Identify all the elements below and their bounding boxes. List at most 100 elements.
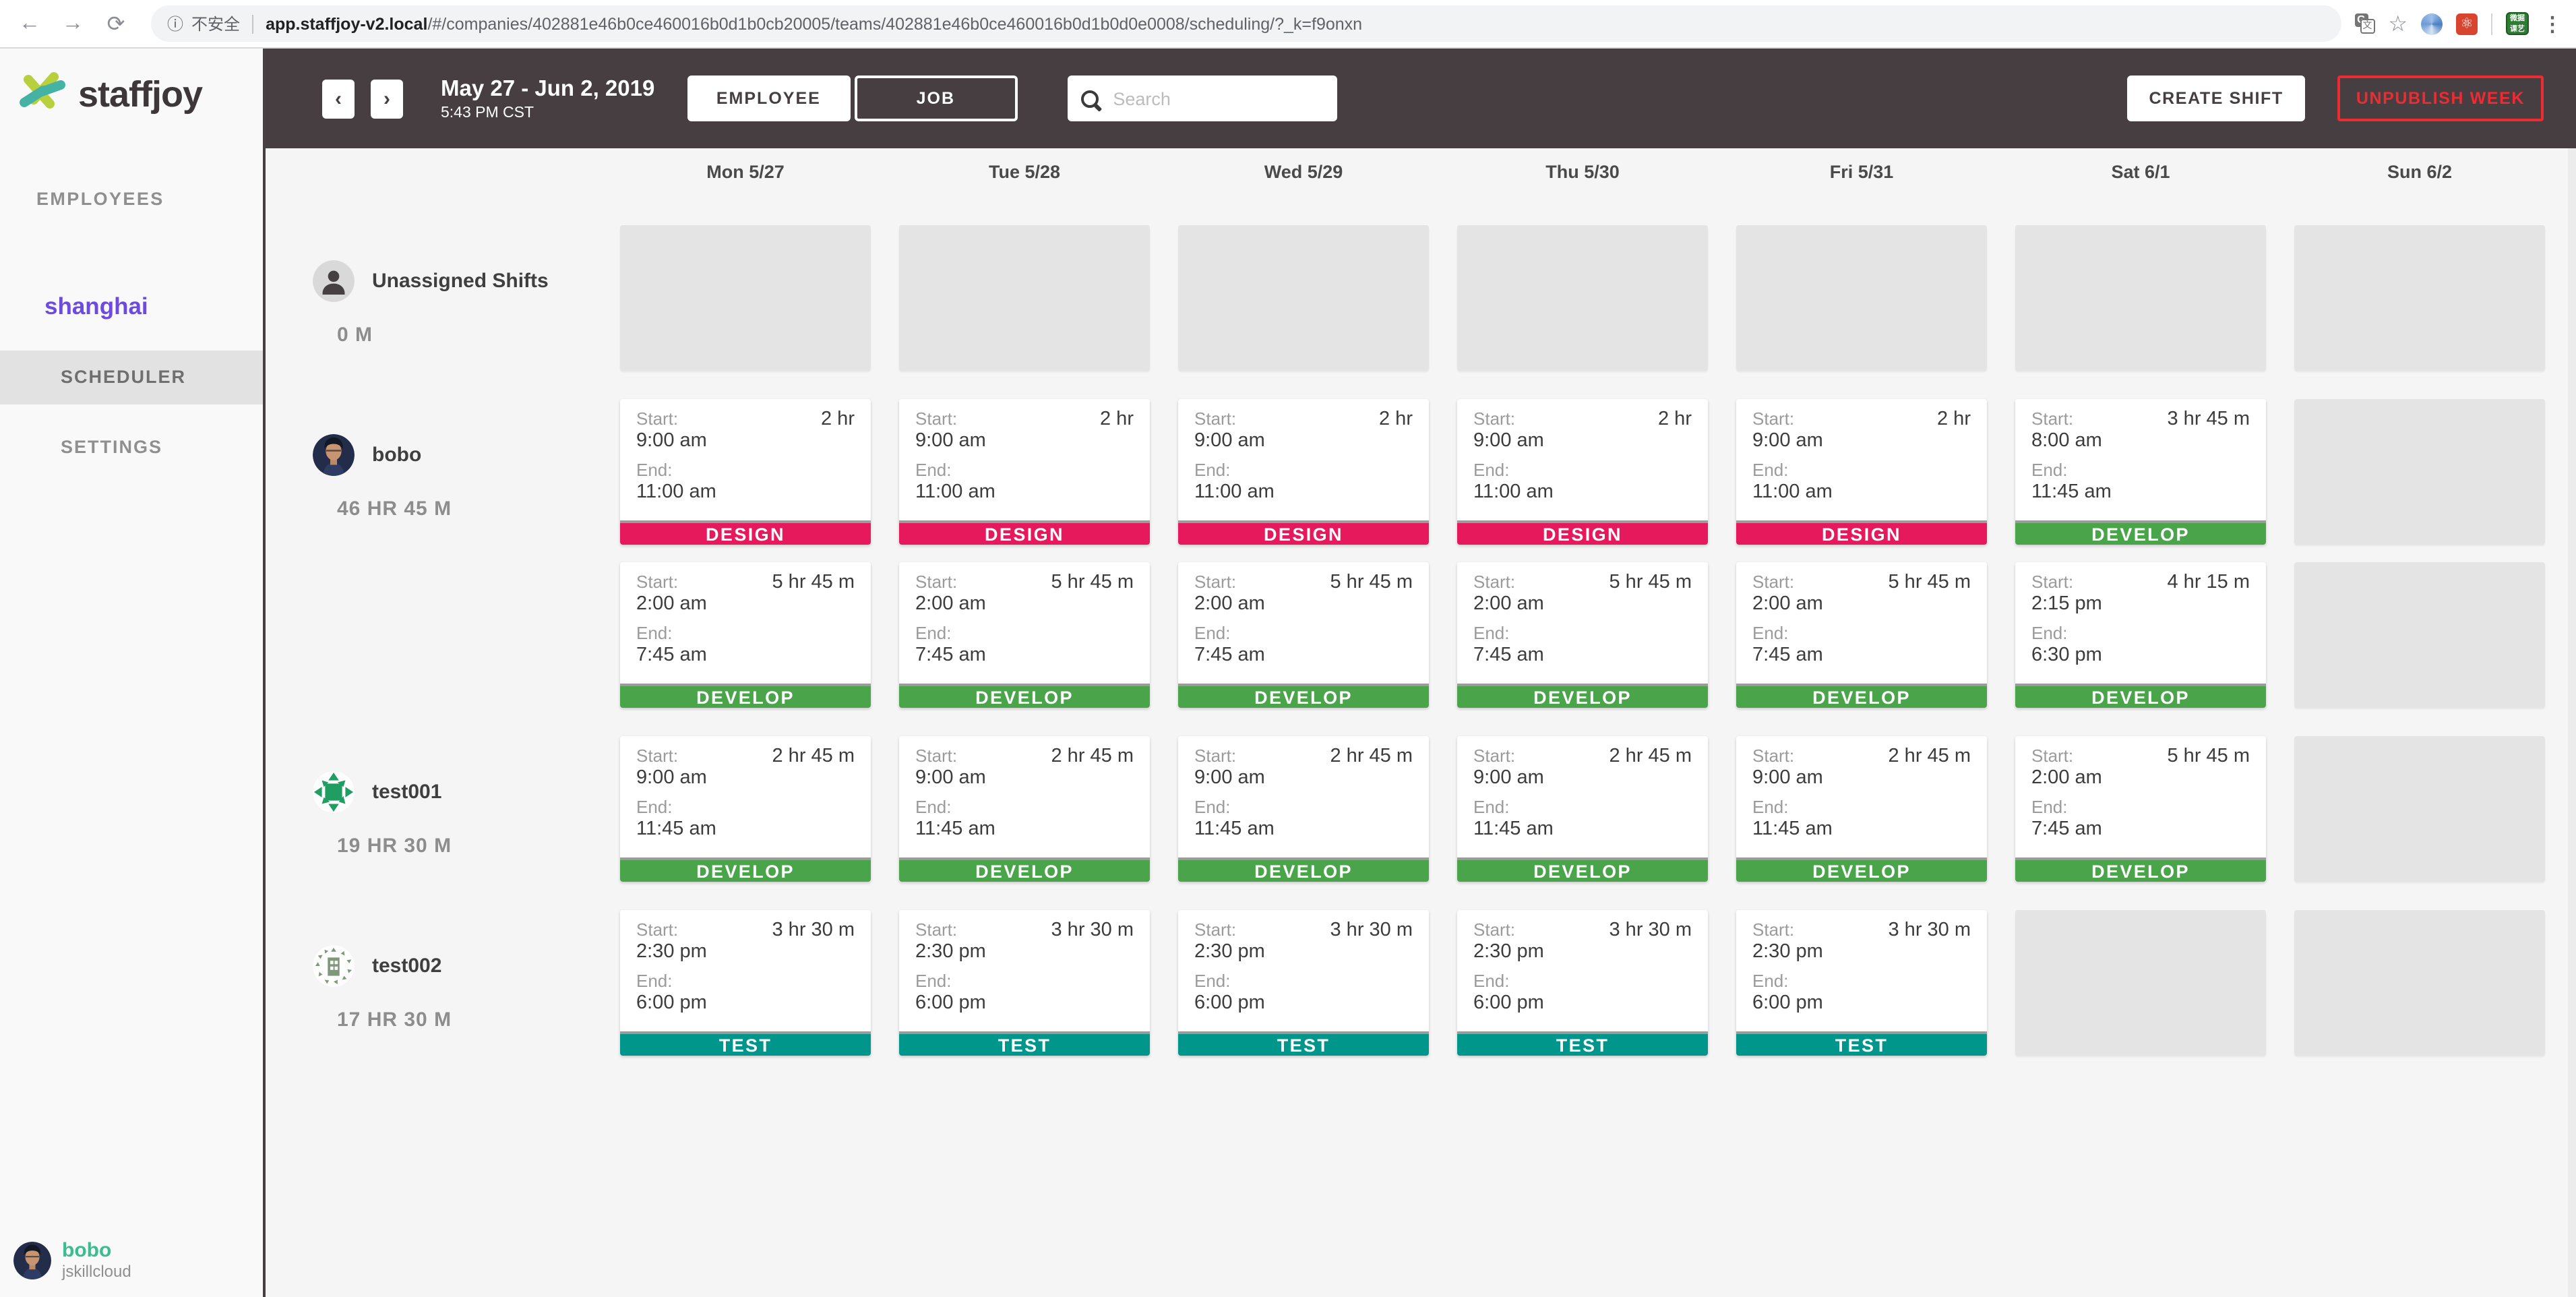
employee-name[interactable]: test002 bbox=[372, 955, 442, 977]
shift-job-badge[interactable]: DESIGN bbox=[1736, 520, 1987, 545]
day-cell bbox=[2015, 910, 2266, 1056]
shift-card[interactable]: Start: 9:00 am End: 11:45 am 2 hr 45 m DEVELO… bbox=[1178, 736, 1429, 882]
shift-duration: 2 hr bbox=[1937, 409, 1971, 430]
empty-shift-slot bbox=[1178, 225, 1429, 371]
shift-job-badge[interactable]: DEVELOP bbox=[899, 857, 1150, 882]
shift-card[interactable]: Start: 9:00 am End: 11:00 am 2 hr DESIGN bbox=[1736, 399, 1987, 545]
view-toggle-job[interactable]: JOB bbox=[854, 76, 1018, 121]
shift-card[interactable]: Start: 2:00 am End: 7:45 am 5 hr 45 m DEVELOP bbox=[1457, 562, 1708, 708]
shift-times: Start: 2:00 am End: 7:45 am 5 hr 45 m bbox=[1457, 562, 1708, 684]
sidebar-user[interactable]: bobo jskillcloud bbox=[13, 1239, 131, 1281]
shift-end-label: End: bbox=[915, 623, 952, 643]
next-week-button[interactable]: › bbox=[371, 79, 403, 118]
shift-card[interactable]: Start: 2:30 pm End: 6:00 pm 3 hr 30 m TEST bbox=[1457, 910, 1708, 1056]
shift-job-badge[interactable]: TEST bbox=[1457, 1031, 1708, 1056]
shift-card[interactable]: Start: 2:30 pm End: 6:00 pm 3 hr 30 m TEST bbox=[1736, 910, 1987, 1056]
shift-job-badge[interactable]: TEST bbox=[620, 1031, 871, 1056]
shift-end-label: End: bbox=[1752, 623, 1789, 643]
shift-card[interactable]: Start: 2:00 am End: 7:45 am 5 hr 45 m DEVELOP bbox=[1178, 562, 1429, 708]
shift-job-badge[interactable]: DEVELOP bbox=[1178, 857, 1429, 882]
browser-menu-icon[interactable]: ⋮ bbox=[2542, 13, 2563, 36]
shift-job-badge[interactable]: DEVELOP bbox=[1736, 857, 1987, 882]
shift-card[interactable]: Start: 9:00 am End: 11:00 am 2 hr DESIGN bbox=[620, 399, 871, 545]
browser-reload-icon[interactable]: ⟳ bbox=[106, 13, 125, 36]
shift-card[interactable]: Start: 9:00 am End: 11:45 am 2 hr 45 m DEVELO… bbox=[899, 736, 1150, 882]
shift-job-badge[interactable]: DEVELOP bbox=[1736, 684, 1987, 708]
create-shift-button[interactable]: CREATE SHIFT bbox=[2127, 76, 2305, 121]
shift-card[interactable]: Start: 2:00 am End: 7:45 am 5 hr 45 m DEVELOP bbox=[899, 562, 1150, 708]
sidebar-item-employees[interactable]: EMPLOYEES bbox=[36, 189, 164, 209]
shift-card[interactable]: Start: 2:00 am End: 7:45 am 5 hr 45 m DEVELOP bbox=[2015, 736, 2266, 882]
shift-times: Start: 2:30 pm End: 6:00 pm 3 hr 30 m bbox=[899, 910, 1150, 1031]
shift-job-badge[interactable]: TEST bbox=[1736, 1031, 1987, 1056]
shift-card[interactable]: Start: 9:00 am End: 11:45 am 2 hr 45 m DEVELO… bbox=[620, 736, 871, 882]
sidebar-item-scheduler[interactable]: SCHEDULER bbox=[0, 351, 263, 404]
employee-name[interactable]: bobo bbox=[372, 444, 422, 466]
shift-job-badge[interactable]: DEVELOP bbox=[2015, 520, 2266, 545]
shift-start-label: Start: bbox=[915, 746, 958, 766]
shift-card[interactable]: Start: 2:00 am End: 7:45 am 5 hr 45 m DEVELOP bbox=[1736, 562, 1987, 708]
unpublish-week-button[interactable]: UNPUBLISH WEEK bbox=[2337, 76, 2544, 121]
extension-react-icon[interactable]: ⚛ bbox=[2456, 13, 2478, 34]
shift-card[interactable]: Start: 2:30 pm End: 6:00 pm 3 hr 30 m TEST bbox=[899, 910, 1150, 1056]
extension-green-icon[interactable]: 微掘 课艺 bbox=[2506, 12, 2529, 35]
browser-forward-icon[interactable]: → bbox=[62, 11, 84, 34]
browser-back-icon[interactable]: ← bbox=[19, 11, 40, 34]
shift-job-badge[interactable]: DESIGN bbox=[1178, 520, 1429, 545]
search-input[interactable] bbox=[1110, 87, 1355, 110]
bookmark-star-icon[interactable]: ☆ bbox=[2388, 13, 2408, 36]
shift-end-label: End: bbox=[1194, 797, 1231, 817]
week-date-range: May 27 - Jun 2, 2019 bbox=[441, 76, 655, 100]
extension-blue-icon[interactable] bbox=[2421, 13, 2443, 34]
search-box[interactable] bbox=[1067, 76, 1355, 121]
shift-job-badge[interactable]: DEVELOP bbox=[620, 857, 871, 882]
shift-job-badge[interactable]: DEVELOP bbox=[1178, 684, 1429, 708]
shift-end-label: End: bbox=[1752, 460, 1789, 480]
shift-card[interactable]: Start: 2:30 pm End: 6:00 pm 3 hr 30 m TEST bbox=[620, 910, 871, 1056]
sidebar-team-name[interactable]: shanghai bbox=[44, 293, 148, 320]
shift-card[interactable]: Start: 2:00 am End: 7:45 am 5 hr 45 m DEVELOP bbox=[620, 562, 871, 708]
staffjoy-logo[interactable]: staffjoy bbox=[0, 49, 263, 121]
shift-job-badge[interactable]: DESIGN bbox=[620, 520, 871, 545]
empty-shift-slot bbox=[899, 225, 1150, 371]
shift-start-label: Start: bbox=[1473, 919, 1516, 940]
shift-start-label: Start: bbox=[1752, 919, 1795, 940]
shift-end-label: End: bbox=[1194, 460, 1231, 480]
shift-end-time: 11:00 am bbox=[1752, 481, 1833, 503]
shift-card[interactable]: Start: 8:00 am End: 11:45 am 3 hr 45 m DEVELO… bbox=[2015, 399, 2266, 545]
info-icon[interactable]: ⓘ bbox=[167, 15, 184, 34]
shift-job-badge[interactable]: DEVELOP bbox=[1457, 684, 1708, 708]
view-toggle-employee[interactable]: EMPLOYEE bbox=[687, 76, 851, 121]
shift-card[interactable]: Start: 9:00 am End: 11:45 am 2 hr 45 m DEVELO… bbox=[1457, 736, 1708, 882]
translate-icon[interactable]: G 文 bbox=[2354, 13, 2375, 34]
shift-duration: 2 hr 45 m bbox=[1609, 746, 1692, 767]
shift-job-badge[interactable]: DEVELOP bbox=[620, 684, 871, 708]
shift-job-badge[interactable]: DEVELOP bbox=[1457, 857, 1708, 882]
shift-start-time: 9:00 am bbox=[1473, 430, 1544, 452]
shift-end-time: 6:00 pm bbox=[636, 992, 707, 1014]
shift-times: Start: 2:30 pm End: 6:00 pm 3 hr 30 m bbox=[1178, 910, 1429, 1031]
shift-job-badge[interactable]: DESIGN bbox=[899, 520, 1150, 545]
chevron-left-icon: ‹ bbox=[335, 87, 342, 110]
sidebar-item-settings[interactable]: SETTINGS bbox=[61, 437, 163, 457]
shift-card[interactable]: Start: 2:30 pm End: 6:00 pm 3 hr 30 m TEST bbox=[1178, 910, 1429, 1056]
shift-job-badge[interactable]: DEVELOP bbox=[2015, 857, 2266, 882]
scrollbar[interactable] bbox=[2568, 148, 2576, 1297]
shift-card[interactable]: Start: 9:00 am End: 11:00 am 2 hr DESIGN bbox=[1457, 399, 1708, 545]
shift-job-badge[interactable]: DEVELOP bbox=[899, 684, 1150, 708]
shift-job-badge[interactable]: TEST bbox=[899, 1031, 1150, 1056]
empty-shift-slot bbox=[2015, 225, 2266, 371]
shift-job-badge[interactable]: TEST bbox=[1178, 1031, 1429, 1056]
address-bar[interactable]: ⓘ 不安全 app.staffjoy-v2.local /#/companies… bbox=[151, 5, 2341, 42]
shift-card[interactable]: Start: 2:15 pm End: 6:30 pm 4 hr 15 m DEVELOP bbox=[2015, 562, 2266, 708]
employee-label-cell: Unassigned Shifts 0 M bbox=[266, 225, 620, 371]
employee-name[interactable]: Unassigned Shifts bbox=[372, 270, 549, 293]
shift-job-badge[interactable]: DEVELOP bbox=[2015, 684, 2266, 708]
shift-card[interactable]: Start: 9:00 am End: 11:00 am 2 hr DESIGN bbox=[1178, 399, 1429, 545]
day-cell: Start: 2:00 am End: 7:45 am 5 hr 45 m DEVELOP bbox=[2015, 736, 2266, 882]
employee-name[interactable]: test001 bbox=[372, 781, 442, 804]
shift-card[interactable]: Start: 9:00 am End: 11:45 am 2 hr 45 m DEVELO… bbox=[1736, 736, 1987, 882]
shift-card[interactable]: Start: 9:00 am End: 11:00 am 2 hr DESIGN bbox=[899, 399, 1150, 545]
shift-job-badge[interactable]: DESIGN bbox=[1457, 520, 1708, 545]
prev-week-button[interactable]: ‹ bbox=[322, 79, 355, 118]
